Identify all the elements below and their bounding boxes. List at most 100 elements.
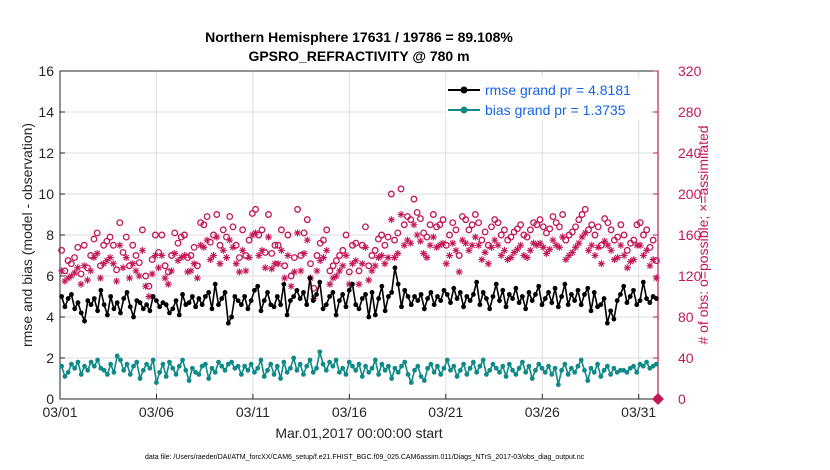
rmse-point xyxy=(575,287,581,293)
rmse-point xyxy=(144,302,149,308)
rmse-point xyxy=(408,302,414,308)
rmse-point xyxy=(533,292,538,297)
obs-assimilated-point xyxy=(284,252,292,259)
bias-point xyxy=(598,374,604,379)
bias-point xyxy=(389,376,395,381)
rmse-point xyxy=(219,296,225,301)
rmse-point xyxy=(549,300,555,306)
obs-assimilated-point xyxy=(652,274,660,282)
obs-possible-point xyxy=(601,215,609,223)
obs-possible-point xyxy=(455,252,463,259)
obs-possible-point xyxy=(391,236,399,244)
rmse-point xyxy=(196,296,202,301)
obs-possible-point xyxy=(384,233,392,241)
obs-assimilated-point xyxy=(617,241,625,249)
obs-assimilated-point xyxy=(446,252,454,259)
rmse-point xyxy=(510,296,515,301)
obs-assimilated-point xyxy=(203,236,211,244)
bias-point xyxy=(533,367,538,373)
bias-point xyxy=(549,372,555,377)
bias-point xyxy=(399,363,404,369)
obs-possible-point xyxy=(543,229,550,237)
rmse-point xyxy=(526,290,532,295)
rmse-point xyxy=(222,290,228,295)
left-y-axis: 0 2 4 6 8 10 12 14 16 xyxy=(38,63,65,407)
bias-point xyxy=(75,359,81,365)
rmse-point xyxy=(186,300,192,306)
rmse-point xyxy=(359,296,365,301)
rmse-point xyxy=(199,302,205,308)
obs-possible-point xyxy=(329,262,337,270)
obs-assimilated-point xyxy=(122,254,130,262)
obs-possible-point xyxy=(219,226,227,234)
obs-assimilated-point xyxy=(119,264,127,272)
bias-point xyxy=(513,372,519,377)
obs-possible-point xyxy=(277,226,285,234)
obs-possible-point xyxy=(607,226,615,234)
obs-assimilated-point xyxy=(252,229,260,237)
obs-assimilated-point xyxy=(497,252,505,259)
obs-assimilated-point xyxy=(77,280,85,288)
obs-assimilated-point xyxy=(58,267,66,275)
rmse-point xyxy=(69,292,74,297)
obs-assimilated-point xyxy=(113,277,121,285)
bias-point xyxy=(572,369,578,375)
obs-possible-point xyxy=(300,229,308,237)
bias-point xyxy=(503,374,509,379)
obs-possible-point xyxy=(180,231,188,239)
obs-assimilated-point xyxy=(585,246,593,254)
obs-possible-point xyxy=(471,211,479,218)
rmse-point xyxy=(618,292,623,297)
obs-possible-point xyxy=(274,241,282,249)
rmse-point xyxy=(65,296,71,301)
obs-assimilated-point xyxy=(449,239,457,247)
obs-assimilated-point xyxy=(507,254,515,262)
x-tick-label: 03/31 xyxy=(621,404,656,420)
bias-point xyxy=(562,361,568,367)
bias-point xyxy=(274,363,280,369)
bias-point xyxy=(163,374,169,379)
rmse-point xyxy=(444,292,450,297)
x-tick-label: 03/11 xyxy=(236,404,270,420)
bias-point xyxy=(493,365,499,371)
bias-point xyxy=(222,367,228,373)
bias-point xyxy=(160,361,166,367)
rmse-point xyxy=(428,290,434,295)
obs-possible-point xyxy=(138,226,146,234)
obs-assimilated-point xyxy=(604,241,612,249)
bias-point xyxy=(611,365,617,371)
obs-possible-point xyxy=(239,226,247,234)
bias-point xyxy=(526,363,532,369)
obs-possible-point xyxy=(452,226,460,234)
bias-point xyxy=(255,365,261,371)
y-tick-label: 0 xyxy=(46,391,54,407)
obs-assimilated-point xyxy=(216,260,224,268)
obs-assimilated-point xyxy=(542,249,550,257)
obs-assimilated-point xyxy=(365,276,373,284)
rmse-point xyxy=(614,298,620,303)
bias-point xyxy=(461,361,466,367)
obs-possible-point xyxy=(439,216,447,224)
obs-assimilated-point xyxy=(281,274,289,282)
y-tick-label: 12 xyxy=(38,145,54,161)
obs-possible-point xyxy=(313,252,321,259)
obs-assimilated-point xyxy=(313,267,321,275)
bias-point xyxy=(529,376,535,381)
obs-possible-point xyxy=(614,233,622,241)
obs-assimilated-point xyxy=(627,258,635,266)
y2-tick-label: 0 xyxy=(678,391,686,407)
rmse-point xyxy=(310,298,316,303)
y-tick-label: 4 xyxy=(46,309,54,325)
obs-assimilated-point xyxy=(513,245,521,253)
rmse-point xyxy=(245,306,251,312)
obs-possible-point xyxy=(465,226,473,234)
obs-possible-point xyxy=(284,231,292,239)
obs-assimilated-point xyxy=(601,237,609,245)
obs-assimilated-point xyxy=(83,276,91,284)
obs-possible-point xyxy=(216,241,224,249)
obs-possible-point xyxy=(572,223,580,231)
rmse-point xyxy=(98,287,104,293)
y2-tick-label: 160 xyxy=(678,227,702,243)
rmse-point xyxy=(402,287,408,293)
